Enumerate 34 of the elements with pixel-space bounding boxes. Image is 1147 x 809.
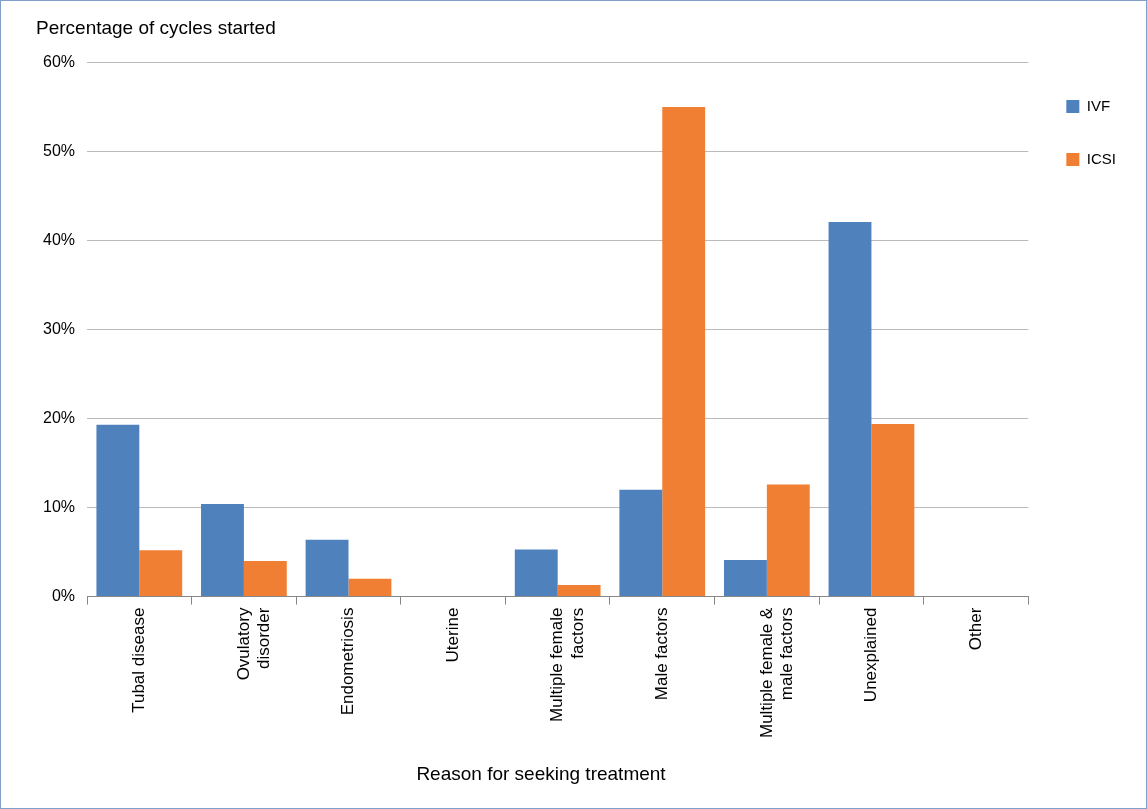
x-tick-label: Male factors xyxy=(651,607,671,701)
y-axis-title: Percentage of cycles started xyxy=(36,17,276,39)
x-axis-title: Reason for seeking treatment xyxy=(415,763,667,785)
bar xyxy=(514,549,558,597)
x-tick-label: Endometriosis xyxy=(338,607,358,716)
x-tick-label: Multiple female & male factors xyxy=(756,606,796,738)
legend-label: ICSI xyxy=(1086,149,1117,167)
y-tick-label: 40% xyxy=(42,231,76,249)
y-tick-label: 30% xyxy=(42,320,76,338)
bar xyxy=(96,424,140,597)
legend-label: IVF xyxy=(1086,96,1111,114)
bar xyxy=(201,504,244,597)
bar xyxy=(348,578,392,597)
bar xyxy=(557,585,601,597)
bar xyxy=(619,489,663,597)
y-tick-label: 10% xyxy=(42,498,76,516)
bar xyxy=(662,107,706,597)
bar xyxy=(723,560,767,597)
x-tick-label: Uterine xyxy=(442,607,462,663)
y-tick-label: 0% xyxy=(51,587,76,605)
x-tick-label: Multiple female factors xyxy=(547,607,587,722)
x-tick-label: Unexplained xyxy=(861,607,881,703)
y-tick-label: 60% xyxy=(42,53,76,71)
y-tick-label: 50% xyxy=(42,142,76,160)
bar xyxy=(766,484,810,597)
bar xyxy=(243,561,287,597)
y-tick-label: 20% xyxy=(42,409,76,427)
x-tick-label: Ovulatory disorder xyxy=(233,607,273,681)
bar xyxy=(828,221,872,597)
bar xyxy=(139,550,183,597)
bar xyxy=(871,423,915,597)
bar xyxy=(305,539,349,597)
x-tick-label: Other xyxy=(965,607,985,651)
x-tick-label: Tubal disease xyxy=(129,607,149,713)
